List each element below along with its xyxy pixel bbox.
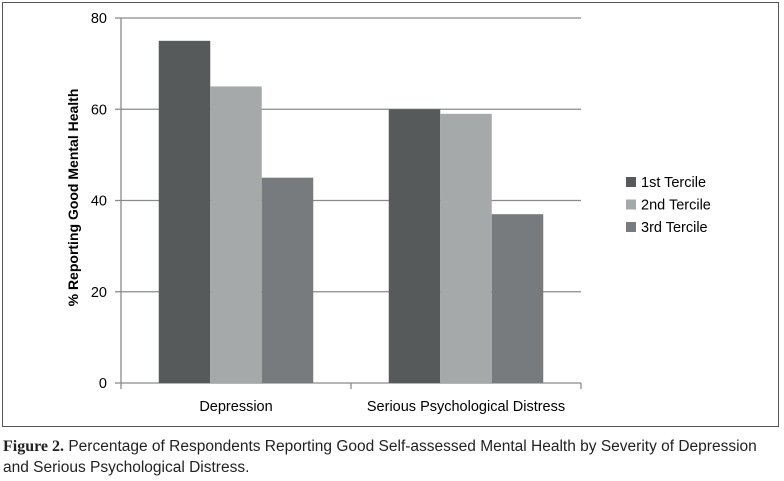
x-category-label: Depression — [199, 399, 272, 415]
y-tick-label: 60 — [91, 102, 107, 118]
y-tick-label: 40 — [91, 194, 107, 210]
legend-label: 3rd Tercile — [641, 220, 708, 236]
chart-frame — [2, 2, 779, 427]
legend-swatch — [626, 177, 636, 187]
bar — [158, 40, 211, 383]
legend-swatch — [626, 199, 636, 210]
legend-label: 2nd Tercile — [641, 198, 711, 214]
y-axis-title: % Reporting Good Mental Health — [65, 89, 81, 307]
bar-chart: 0 20 40 60 80 Depression Serious Psychological… — [65, 11, 711, 415]
caption-label: Figure 2. — [3, 438, 65, 455]
legend-swatch — [626, 222, 636, 232]
y-tick-label: 20 — [91, 285, 107, 301]
bar — [261, 177, 314, 383]
x-category-label: Serious Psychological Distress — [367, 399, 565, 415]
bar — [388, 109, 441, 383]
figure-caption: Figure 2. Percentage of Respondents Repo… — [3, 436, 779, 478]
bar — [210, 86, 262, 383]
y-tick-label: 0 — [99, 376, 107, 392]
caption-text: Percentage of Respondents Reporting Good… — [3, 438, 757, 476]
y-tick-label: 80 — [91, 11, 107, 27]
bar — [491, 214, 544, 383]
bar — [440, 113, 492, 383]
legend-label: 1st Tercile — [641, 175, 706, 191]
